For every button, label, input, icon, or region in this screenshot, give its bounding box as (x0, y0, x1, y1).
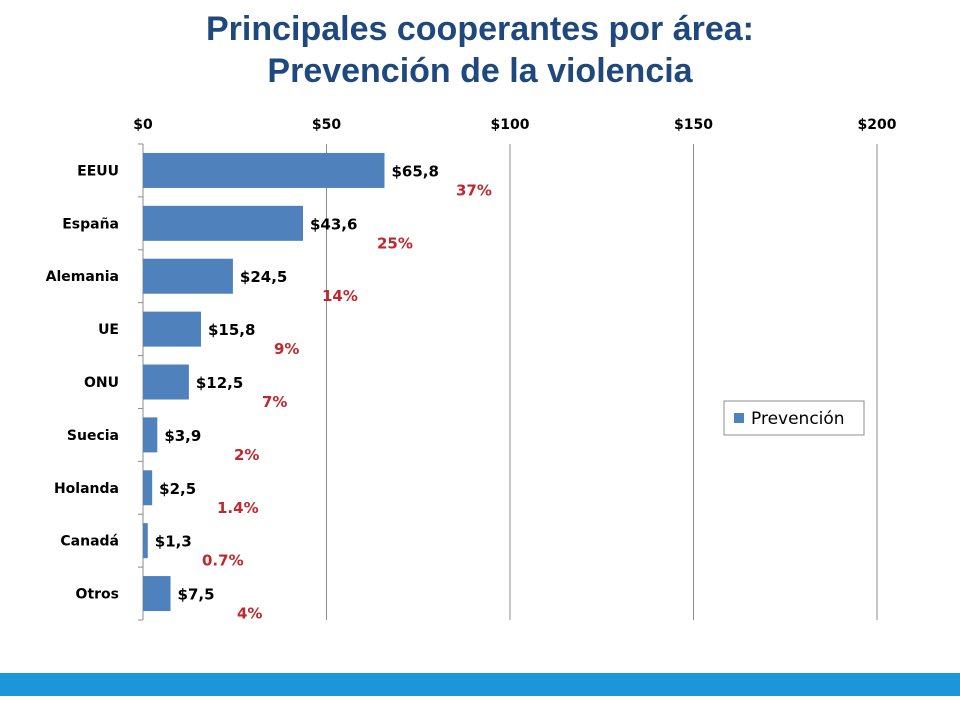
category-label: Holanda (54, 481, 119, 497)
bar (143, 258, 233, 294)
chart-title: Principales cooperantes por área: Preven… (0, 8, 960, 92)
category-label: Canadá (60, 534, 119, 550)
bar (143, 152, 385, 188)
category-label: Suecia (67, 428, 119, 444)
percent-annotation: 9% (274, 340, 299, 358)
data-label: $24,5 (240, 268, 287, 286)
x-tick-label: $100 (491, 117, 530, 133)
chart-title-line-1: Principales cooperantes por área: (206, 10, 754, 48)
category-label: UE (98, 322, 119, 338)
chart-title-line-2: Prevención de la violencia (267, 52, 693, 90)
data-label: $12,5 (196, 374, 243, 392)
x-tick-label: $0 (133, 117, 153, 133)
legend-box (723, 400, 865, 436)
percent-annotation: 2% (234, 446, 259, 464)
category-label: EEUU (77, 163, 119, 179)
data-label: $1,3 (155, 533, 192, 551)
percent-annotation: 37% (456, 181, 492, 199)
data-label: $2,5 (159, 480, 196, 498)
x-tick-label: $50 (312, 117, 341, 133)
category-label: Otros (76, 587, 119, 603)
legend-swatch (734, 413, 744, 423)
bar (143, 417, 158, 453)
bar (143, 205, 304, 241)
category-label: España (62, 216, 119, 232)
percent-annotation: 4% (237, 605, 262, 623)
x-tick-label: $150 (674, 117, 713, 133)
percent-annotation: 0.7% (202, 552, 244, 570)
data-label: $43,6 (310, 215, 357, 233)
bar (143, 311, 201, 347)
data-label: $7,5 (178, 586, 215, 604)
bar (143, 364, 189, 400)
percent-annotation: 1.4% (217, 499, 259, 517)
data-label: $65,8 (391, 162, 438, 180)
bar (143, 470, 153, 506)
percent-annotation: 25% (377, 234, 413, 252)
data-label: $3,9 (164, 427, 201, 445)
bar (143, 523, 148, 559)
bar (143, 576, 171, 612)
x-tick-label: $200 (858, 117, 897, 133)
legend-label: Prevención (751, 409, 845, 429)
bar-chart: $0 $50 $100 $150 $200 EEUU $65,8 España $43,6 Ale… (46, 117, 897, 623)
data-label: $15,8 (208, 321, 255, 339)
category-label: Alemania (46, 269, 119, 285)
percent-annotation: 14% (322, 287, 358, 305)
footer-bar (0, 673, 960, 696)
percent-annotation: 7% (262, 393, 287, 411)
category-label: ONU (84, 375, 119, 391)
